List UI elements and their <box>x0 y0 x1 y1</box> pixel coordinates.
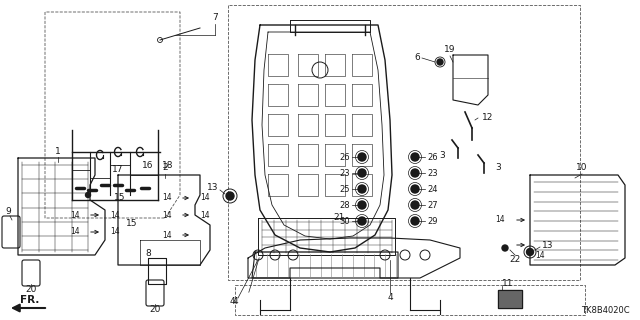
Text: 3: 3 <box>439 150 445 159</box>
Circle shape <box>226 192 234 200</box>
Text: 13: 13 <box>542 241 554 250</box>
Circle shape <box>411 201 419 209</box>
Circle shape <box>411 217 419 225</box>
Text: 14: 14 <box>163 194 172 203</box>
Text: 26: 26 <box>339 153 350 162</box>
Text: 8: 8 <box>145 249 151 258</box>
Text: 25: 25 <box>339 185 350 194</box>
Circle shape <box>358 169 366 177</box>
Text: 22: 22 <box>509 255 520 265</box>
Circle shape <box>358 201 366 209</box>
Text: 19: 19 <box>444 45 456 54</box>
Text: 14: 14 <box>70 211 80 220</box>
Text: 2: 2 <box>162 164 168 172</box>
Text: 4: 4 <box>229 298 235 307</box>
Text: 11: 11 <box>502 278 513 287</box>
Text: 14: 14 <box>110 211 120 220</box>
Text: 14: 14 <box>535 251 545 260</box>
Text: 23: 23 <box>339 169 350 178</box>
Text: 20: 20 <box>149 306 161 315</box>
Text: 27: 27 <box>427 201 438 210</box>
Text: 14: 14 <box>200 194 210 203</box>
Text: 23: 23 <box>427 169 438 178</box>
Text: 7: 7 <box>212 13 218 22</box>
Circle shape <box>86 193 90 197</box>
Text: 24: 24 <box>427 185 438 194</box>
Text: 12: 12 <box>483 114 493 123</box>
Text: 14: 14 <box>70 228 80 236</box>
Text: 28: 28 <box>339 201 350 210</box>
Text: 30: 30 <box>339 217 350 226</box>
Text: 15: 15 <box>115 194 125 203</box>
Text: 1: 1 <box>55 148 61 156</box>
Text: 13: 13 <box>207 183 218 193</box>
Text: 18: 18 <box>163 161 173 170</box>
Text: 15: 15 <box>126 219 138 228</box>
Text: 16: 16 <box>142 161 154 170</box>
Text: 20: 20 <box>26 285 36 294</box>
Text: 17: 17 <box>112 165 124 174</box>
Circle shape <box>502 245 508 251</box>
Text: 6: 6 <box>414 53 420 62</box>
Circle shape <box>437 59 443 65</box>
Text: 9: 9 <box>5 207 11 217</box>
Text: 14: 14 <box>110 228 120 236</box>
Text: 14: 14 <box>163 211 172 220</box>
Circle shape <box>411 169 419 177</box>
Text: TK8B4020C: TK8B4020C <box>581 306 630 315</box>
Circle shape <box>358 153 366 161</box>
Text: 14: 14 <box>495 215 505 225</box>
Text: 21: 21 <box>333 213 345 222</box>
Circle shape <box>358 217 366 225</box>
Text: 4: 4 <box>232 298 238 307</box>
Circle shape <box>411 153 419 161</box>
Circle shape <box>358 185 366 193</box>
Circle shape <box>527 249 534 255</box>
Text: 3: 3 <box>495 164 501 172</box>
Text: FR.: FR. <box>20 295 40 305</box>
Text: 14: 14 <box>163 230 172 239</box>
Text: 4: 4 <box>387 293 393 302</box>
Text: 29: 29 <box>427 217 438 226</box>
Text: 10: 10 <box>576 164 588 172</box>
Text: 14: 14 <box>200 211 210 220</box>
Circle shape <box>411 185 419 193</box>
Text: 26: 26 <box>427 153 438 162</box>
Bar <box>498 290 522 308</box>
